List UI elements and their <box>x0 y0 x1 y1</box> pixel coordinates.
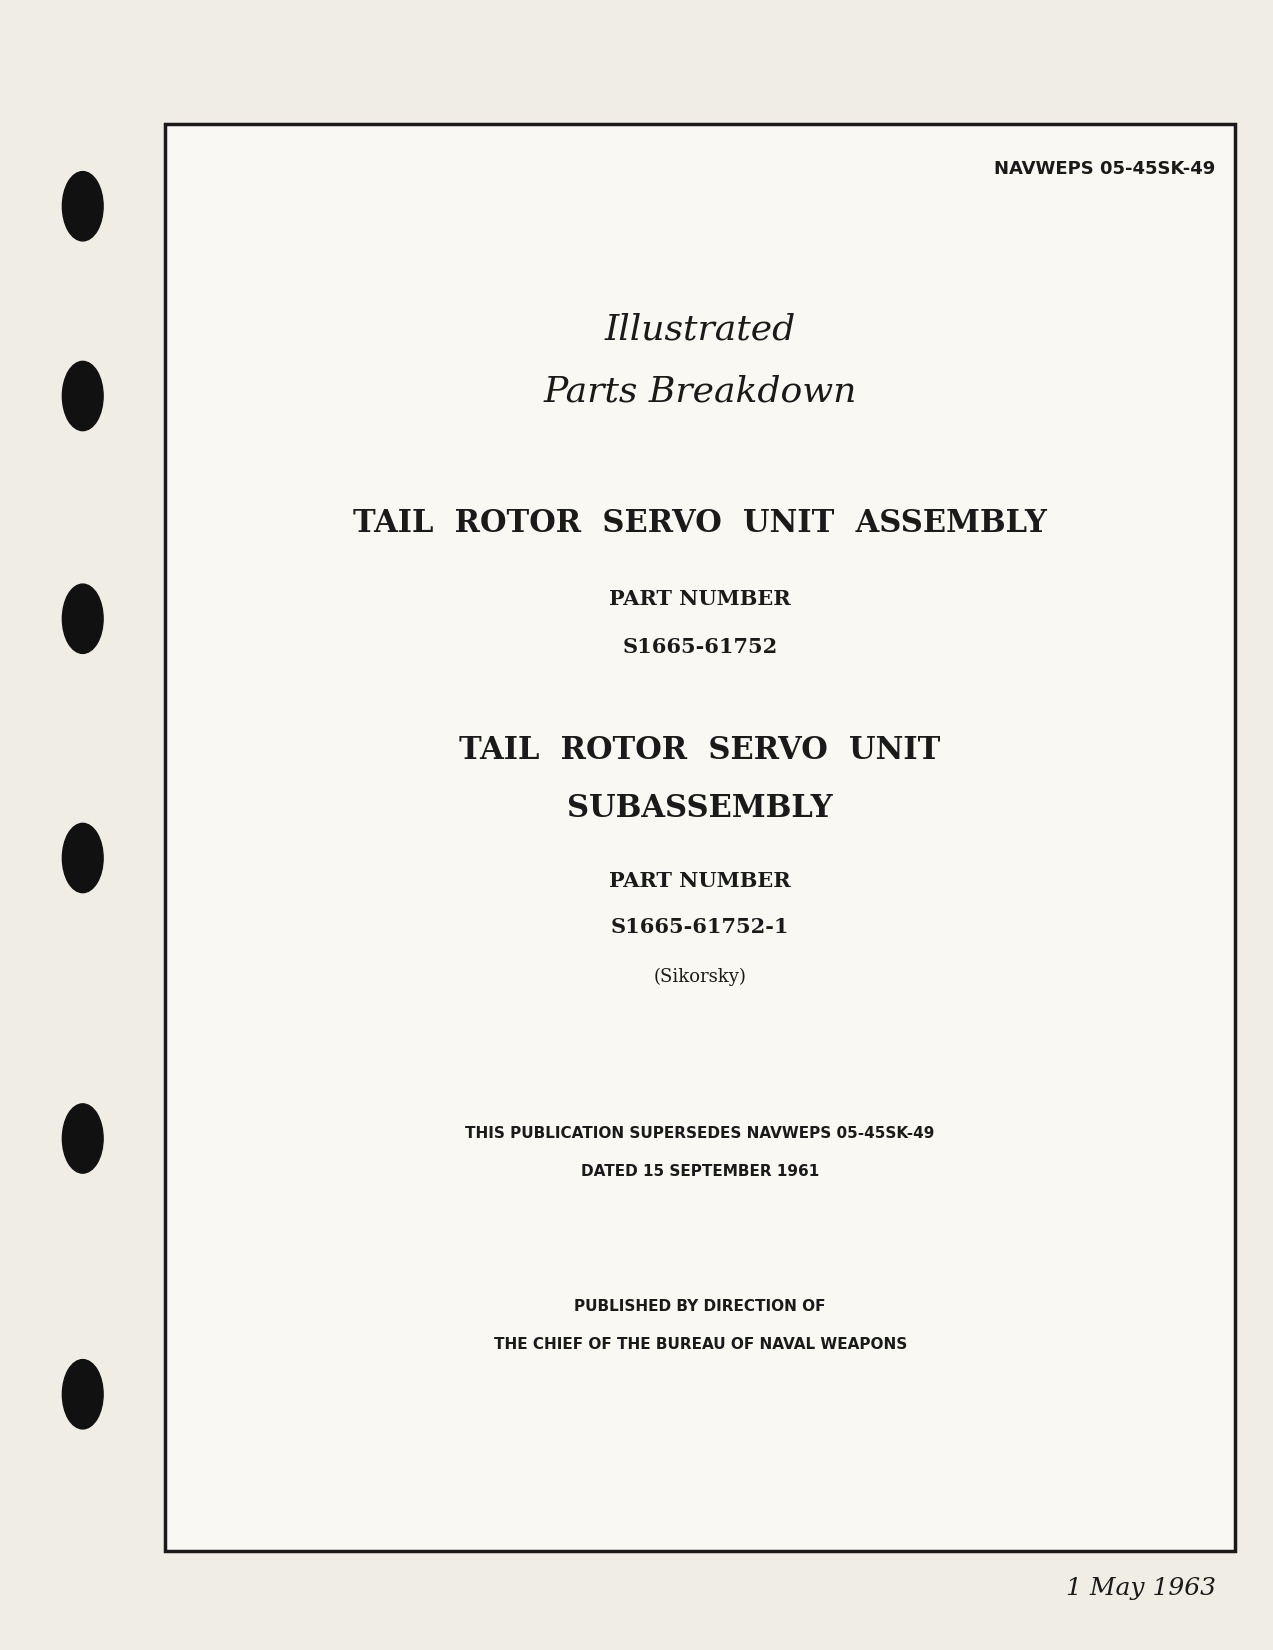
Text: (Sikorsky): (Sikorsky) <box>654 967 746 987</box>
Ellipse shape <box>62 172 103 241</box>
Text: PART NUMBER: PART NUMBER <box>610 589 791 609</box>
Ellipse shape <box>62 823 103 893</box>
Text: S1665-61752: S1665-61752 <box>622 637 778 657</box>
Text: DATED 15 SEPTEMBER 1961: DATED 15 SEPTEMBER 1961 <box>580 1163 820 1180</box>
Text: TAIL  ROTOR  SERVO  UNIT: TAIL ROTOR SERVO UNIT <box>460 736 941 766</box>
Ellipse shape <box>62 1360 103 1429</box>
Text: 1 May 1963: 1 May 1963 <box>1066 1577 1216 1600</box>
Text: S1665-61752-1: S1665-61752-1 <box>611 917 789 937</box>
Text: TAIL  ROTOR  SERVO  UNIT  ASSEMBLY: TAIL ROTOR SERVO UNIT ASSEMBLY <box>353 508 1048 538</box>
Ellipse shape <box>62 1104 103 1173</box>
Bar <box>165 124 1235 1551</box>
Text: Illustrated: Illustrated <box>605 314 796 346</box>
Text: THIS PUBLICATION SUPERSEDES NAVWEPS 05-45SK-49: THIS PUBLICATION SUPERSEDES NAVWEPS 05-4… <box>466 1125 934 1142</box>
Ellipse shape <box>62 361 103 431</box>
Text: THE CHIEF OF THE BUREAU OF NAVAL WEAPONS: THE CHIEF OF THE BUREAU OF NAVAL WEAPONS <box>494 1336 906 1353</box>
Ellipse shape <box>62 584 103 653</box>
Text: PART NUMBER: PART NUMBER <box>610 871 791 891</box>
Text: PUBLISHED BY DIRECTION OF: PUBLISHED BY DIRECTION OF <box>574 1299 826 1315</box>
Text: SUBASSEMBLY: SUBASSEMBLY <box>568 794 833 823</box>
Text: NAVWEPS 05-45SK-49: NAVWEPS 05-45SK-49 <box>994 160 1216 178</box>
Text: Parts Breakdown: Parts Breakdown <box>544 375 857 408</box>
